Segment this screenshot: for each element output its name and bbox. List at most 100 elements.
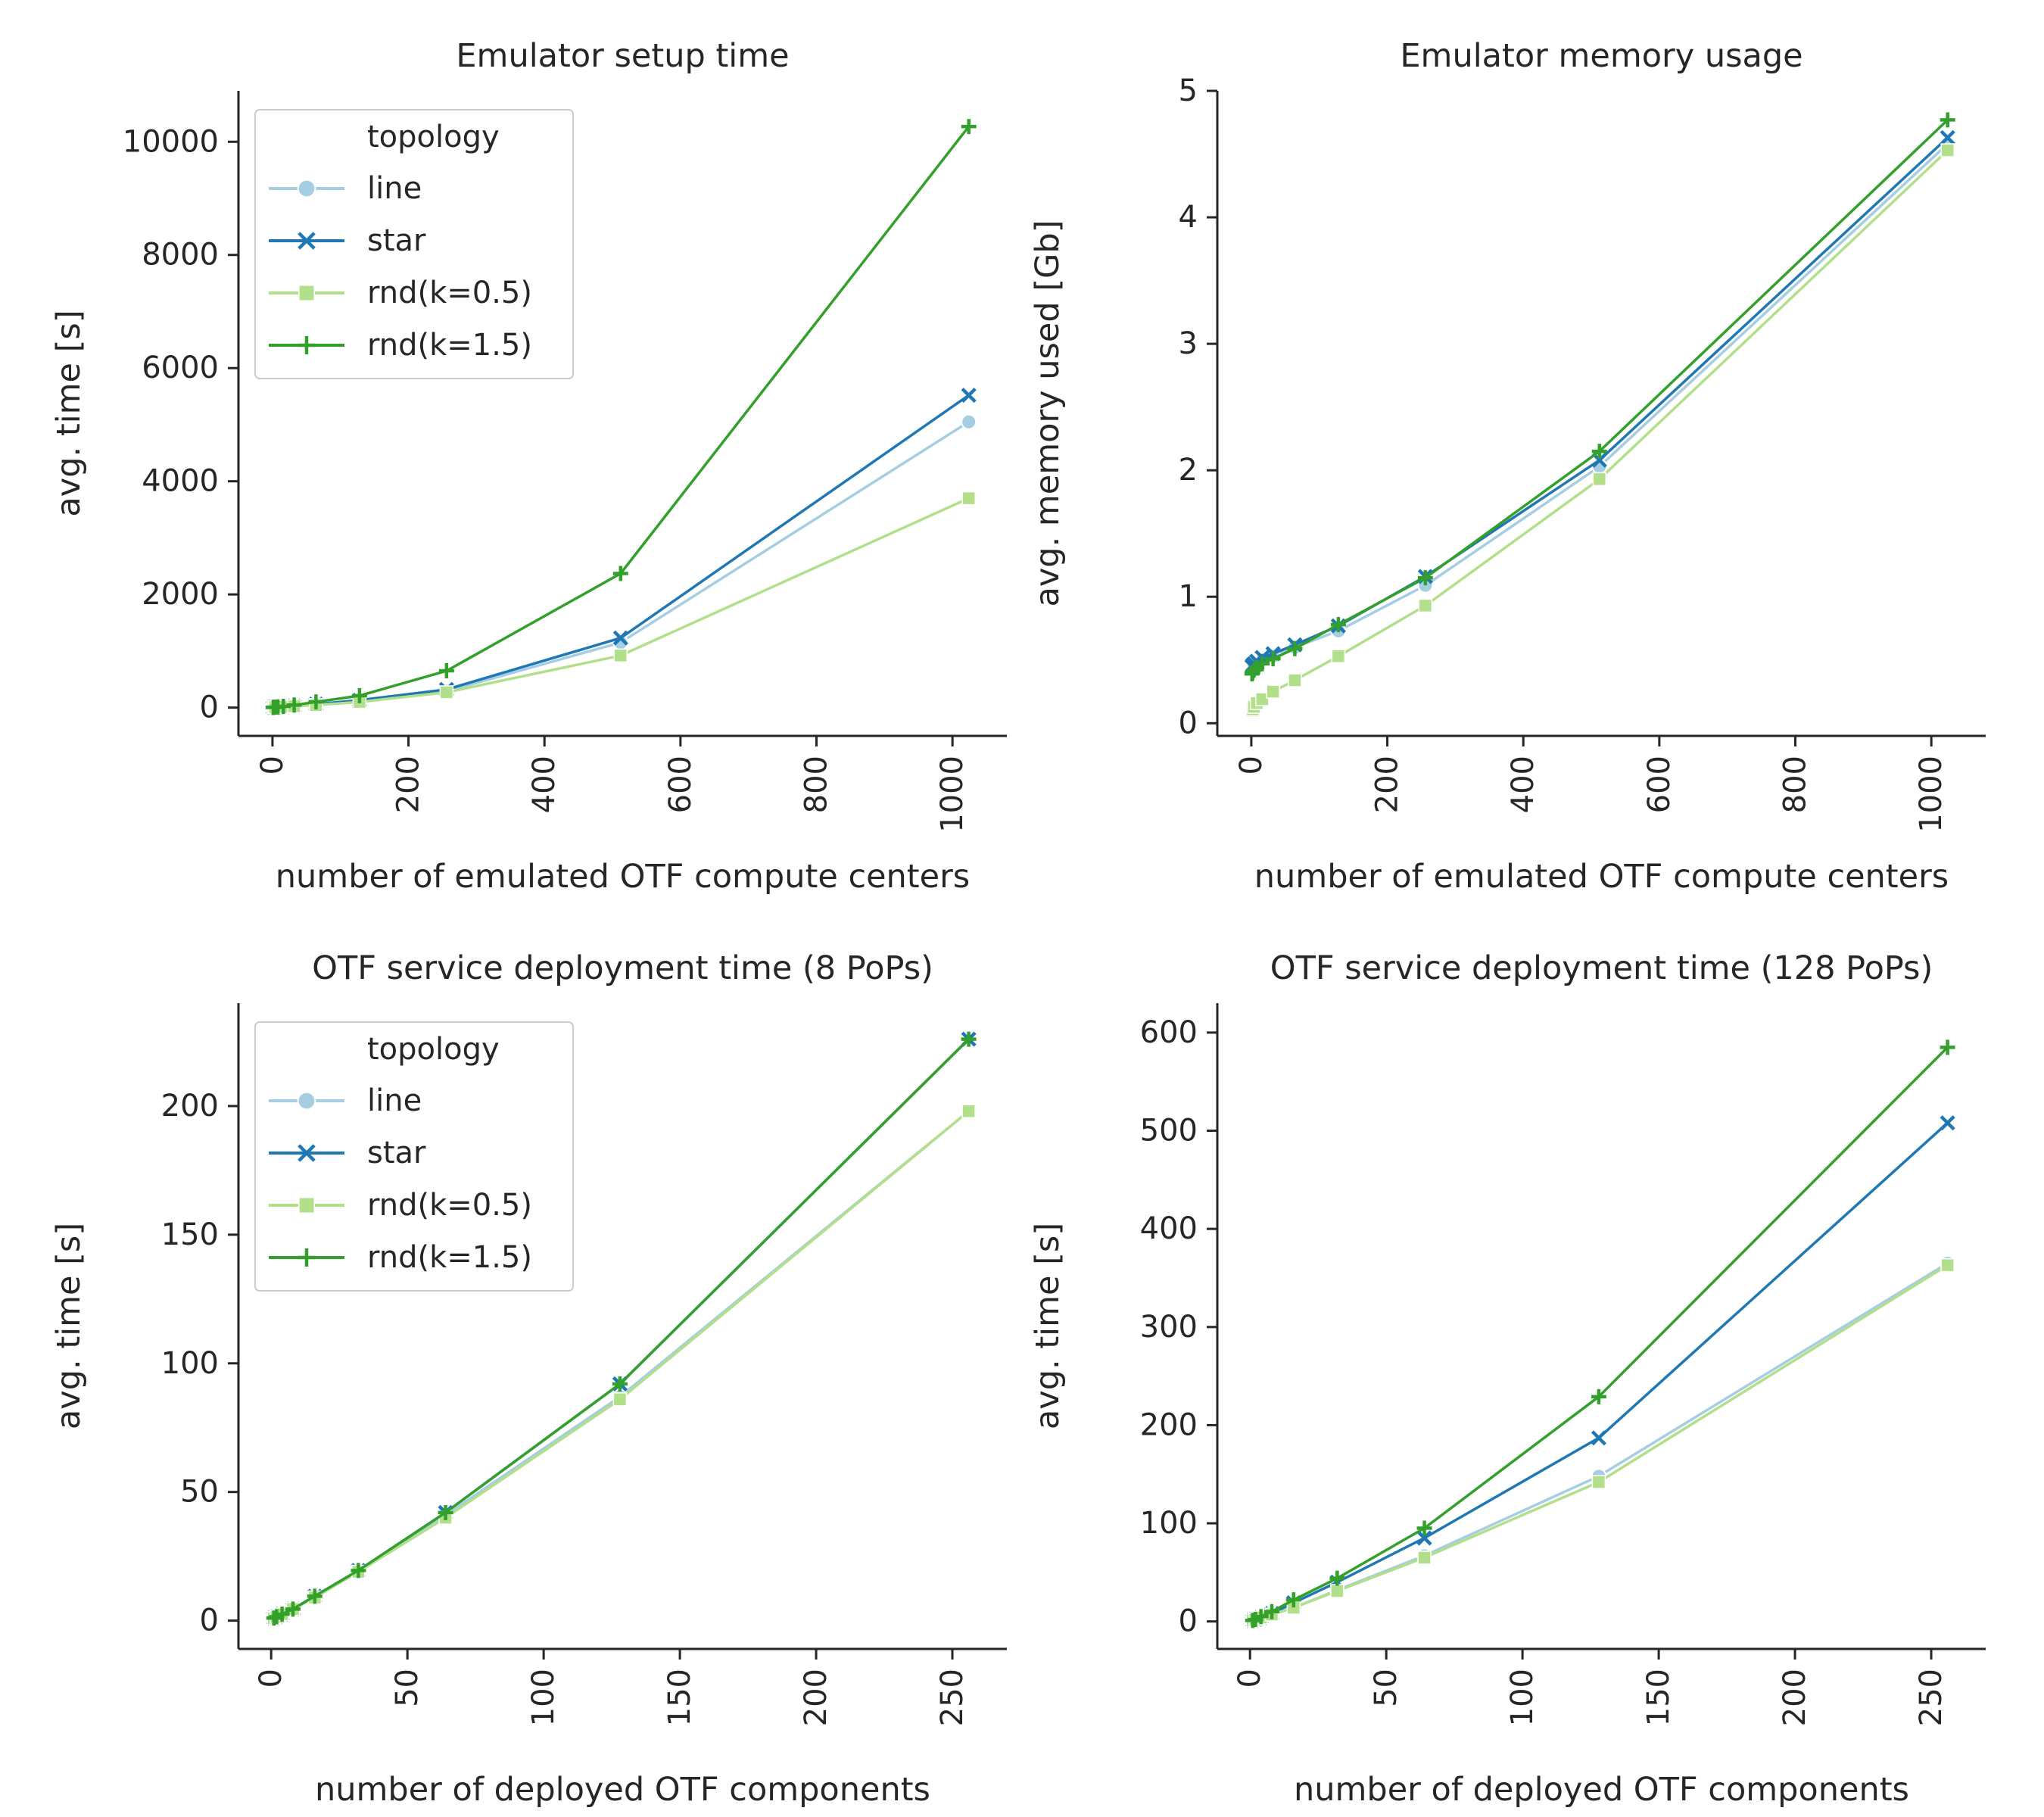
data-point	[351, 687, 367, 703]
data-point	[1246, 662, 1262, 678]
y-tick-label: 200	[161, 1089, 219, 1124]
chart-title: Emulator memory usage	[1400, 37, 1803, 75]
data-point	[307, 1588, 322, 1604]
data-point	[1591, 1388, 1606, 1404]
data-point	[438, 1504, 453, 1520]
legend-marker	[298, 1197, 315, 1214]
series-rnd(k=0.5)	[266, 491, 976, 715]
data-point	[1591, 1430, 1606, 1446]
data-point	[1288, 673, 1302, 687]
series-rnd(k=0.5)	[1245, 143, 1955, 718]
data-point	[612, 1376, 628, 1392]
data-point	[308, 694, 324, 710]
series-star	[265, 387, 977, 715]
series-line	[1245, 1255, 1956, 1628]
x-tick-label: 0	[1234, 756, 1269, 774]
y-axis-label: avg. time [s]	[50, 310, 88, 516]
x-tick-label: 200	[1778, 1669, 1812, 1726]
data-point	[1331, 649, 1346, 664]
y-tick-label: 5	[1179, 73, 1198, 108]
y-tick-label: 4000	[142, 464, 219, 499]
y-tick-label: 300	[1140, 1310, 1198, 1345]
data-point	[439, 685, 454, 700]
chart-panel-2: Emulator memory usage 0 200 400 600 800 1000 0 1…	[1029, 37, 1986, 896]
x-axis-label: number of deployed OTF components	[1294, 1771, 1909, 1809]
legend-box	[254, 109, 574, 379]
x-tick-label: 400	[1506, 756, 1541, 813]
series-line	[1251, 119, 1949, 675]
data-point	[612, 566, 628, 581]
data-point	[961, 387, 977, 404]
x-tick-label: 100	[1505, 1669, 1540, 1726]
y-axis-label: avg. time [s]	[50, 1223, 88, 1429]
legend: topology line star rnd(k=0.5) rnd(k=1.5)	[254, 109, 574, 379]
data-point	[961, 413, 977, 430]
y-axis-label: avg. time [s]	[1029, 1223, 1067, 1429]
chart-title: Emulator setup time	[456, 37, 789, 75]
legend-marker	[298, 285, 315, 301]
data-point	[1254, 656, 1270, 672]
data-point	[1416, 1520, 1432, 1536]
chart-panel-3: OTF service deployment time (8 PoPs) 0 50 1…	[50, 949, 1007, 1809]
data-point	[612, 1392, 628, 1407]
x-tick-label: 800	[1778, 756, 1812, 813]
data-point	[1940, 129, 1955, 145]
legend-marker	[297, 1091, 316, 1111]
data-point	[274, 1607, 290, 1622]
x-tick-label: 200	[391, 756, 426, 813]
legend-marker	[298, 232, 316, 250]
y-tick-label: 4	[1179, 200, 1198, 235]
data-point	[438, 663, 454, 679]
y-tick-label: 10000	[123, 124, 219, 159]
y-tick-label: 100	[161, 1346, 219, 1381]
data-point	[1263, 1604, 1279, 1619]
x-tick-label: 50	[1369, 1669, 1404, 1707]
x-axis-label: number of deployed OTF components	[315, 1771, 930, 1809]
data-point	[1592, 472, 1607, 487]
data-point	[613, 648, 628, 663]
data-point	[1417, 1551, 1432, 1565]
legend-title: topology	[367, 120, 500, 154]
legend-marker	[298, 1248, 316, 1267]
series-line	[1251, 142, 1949, 669]
x-tick-label: 1000	[1914, 756, 1949, 833]
x-tick-label: 150	[662, 1669, 697, 1726]
x-tick-label: 0	[254, 1669, 288, 1688]
series-line	[1252, 1121, 1949, 1622]
series-rnd(k=1.5)	[1244, 112, 1955, 682]
y-tick-label: 150	[161, 1217, 219, 1252]
y-tick-label: 3	[1179, 326, 1198, 361]
x-tick-label: 400	[527, 756, 562, 813]
data-point	[1329, 1570, 1345, 1586]
data-point	[1418, 598, 1433, 613]
x-tick-label: 600	[1642, 756, 1677, 813]
legend-marker	[298, 336, 316, 354]
y-tick-label: 1	[1179, 579, 1198, 614]
x-tick-label: 250	[935, 1669, 970, 1726]
data-point	[1285, 1592, 1301, 1608]
y-tick-label: 0	[200, 690, 219, 725]
legend-label: line	[367, 171, 422, 206]
legend-label: line	[367, 1083, 422, 1118]
legend-box	[254, 1021, 574, 1292]
legend-marker	[298, 1144, 316, 1162]
series-line	[272, 420, 970, 709]
data-point	[1265, 651, 1281, 667]
chart-title: OTF service deployment time (128 PoPs)	[1270, 949, 1933, 987]
series-line	[272, 497, 970, 709]
legend-label: rnd(k=0.5)	[367, 1188, 532, 1223]
series-line	[1252, 1046, 1949, 1622]
data-point	[351, 1563, 366, 1579]
data-point	[961, 119, 977, 135]
series-rnd(k=1.5)	[266, 1031, 977, 1626]
data-point	[1266, 684, 1280, 699]
x-tick-label: 150	[1641, 1669, 1676, 1726]
chart-panel-4: OTF service deployment time (128 PoPs) 0 5…	[1029, 949, 1986, 1809]
legend-label: rnd(k=1.5)	[367, 328, 532, 363]
legend-label: star	[367, 1136, 426, 1170]
data-point	[285, 1601, 301, 1617]
y-tick-label: 8000	[142, 238, 219, 273]
legend-label: rnd(k=0.5)	[367, 276, 532, 310]
